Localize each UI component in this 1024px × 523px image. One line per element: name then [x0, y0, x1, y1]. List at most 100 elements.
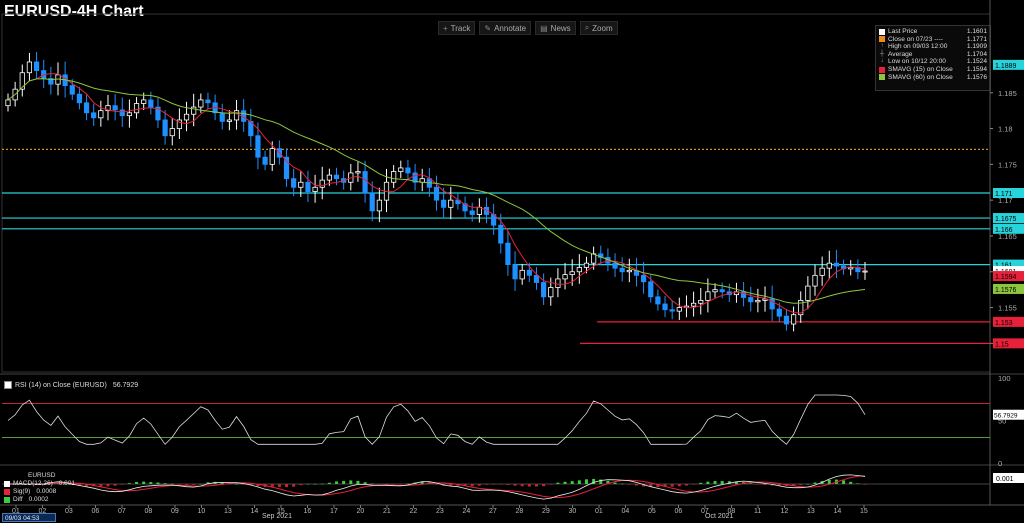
- x-tick-label: 02: [39, 508, 47, 515]
- candle-bear: [783, 315, 790, 325]
- legend-row: SMAVG (60) on Close 1.1576: [879, 74, 987, 82]
- y-tick-label: 1.155: [998, 304, 1017, 313]
- candle-bull: [848, 267, 854, 270]
- candle-bear: [205, 99, 211, 104]
- candle-bear: [619, 267, 625, 273]
- candle-bull: [26, 61, 33, 74]
- price-tag-label: 1.166: [995, 227, 1013, 234]
- x-tick-label: 10: [198, 508, 206, 515]
- rsi-label: RSI (14) on Close (EURUSD): [15, 381, 107, 389]
- rsi-value-tag-label: 56.7929: [994, 413, 1018, 420]
- macd-hist-bar: [677, 484, 681, 487]
- legend-value: 1.1909: [966, 43, 987, 51]
- macd-hist-bar: [199, 483, 203, 485]
- toolbar-track-button[interactable]: + Track: [438, 21, 476, 35]
- candle-bull: [191, 106, 197, 115]
- price-tag-label: 1.153: [995, 320, 1013, 327]
- candle-bear: [655, 296, 661, 305]
- macd-hist-bar: [799, 484, 803, 485]
- candle-bear: [512, 264, 518, 280]
- macd-hist-bar: [734, 481, 738, 484]
- candle-bull: [819, 267, 825, 276]
- toolbar-label: Zoom: [592, 23, 613, 33]
- legend-value: 1.1704: [966, 50, 987, 58]
- price-tag: [993, 59, 1024, 70]
- legend-value: 1.1594: [966, 65, 987, 73]
- macd-hist-bar: [277, 484, 281, 488]
- price-tag: [993, 223, 1024, 234]
- candle-bear: [91, 112, 97, 119]
- price-tag-label: 1.1576: [995, 287, 1017, 294]
- legend-label: Low on 10/12 20:00: [888, 58, 946, 66]
- macd-hist-bar: [135, 481, 139, 484]
- news-icon: ▤: [540, 23, 548, 33]
- legend-value: 1.1576: [966, 73, 987, 81]
- macd-hist-bar: [620, 483, 624, 485]
- y-tick-label: 1.18: [998, 125, 1013, 134]
- macd-hist-bar: [556, 482, 560, 484]
- month-label-oct: Oct 2021: [705, 513, 734, 520]
- candle-bull: [812, 274, 818, 287]
- candle-bear: [219, 112, 225, 122]
- x-tick-label: 07: [118, 508, 126, 515]
- macd-hist-bar: [613, 482, 617, 484]
- macd-value: 0.001: [58, 480, 76, 487]
- macd-legend-row: Diff 0.0002: [4, 496, 49, 503]
- candle-bear: [162, 119, 168, 137]
- candle-bear: [462, 203, 468, 212]
- x-tick-label: 06: [92, 508, 100, 515]
- candle-bear: [748, 297, 754, 303]
- candle-bear: [369, 192, 375, 212]
- macd-hist-bar: [499, 484, 503, 485]
- toolbar-label: Annotate: [494, 23, 527, 33]
- candle-bear: [262, 156, 268, 165]
- macd-hist-bar: [856, 483, 860, 485]
- macd-hist-bar: [527, 484, 531, 487]
- x-tick-label: 09: [171, 508, 179, 515]
- cursor-date-box: 09/03 04:53: [2, 513, 56, 522]
- candle-bear: [76, 93, 83, 104]
- candle-bull: [391, 171, 397, 183]
- macd-hist-bar: [813, 482, 817, 484]
- candle-bull: [576, 267, 582, 273]
- candle-bear: [69, 85, 75, 95]
- macd-value-tag: [993, 473, 1024, 483]
- x-tick-label: 27: [489, 508, 497, 515]
- legend-label: Last Price: [888, 28, 918, 35]
- candle-bull: [712, 289, 718, 293]
- macd-hist-bar: [256, 484, 260, 487]
- candle-bull: [198, 99, 204, 108]
- y-tick-label: 1.175: [998, 160, 1017, 169]
- macd-swatch: [4, 480, 10, 487]
- candle-bear: [469, 210, 475, 215]
- arrow-up-icon: ↑: [880, 43, 884, 50]
- toolbar-news-button[interactable]: ▤ News: [535, 21, 576, 35]
- legend-swatch: [879, 66, 885, 73]
- sma15-line: [21, 73, 866, 314]
- macd-swatch: [4, 496, 10, 503]
- macd-hist-bar: [185, 484, 189, 485]
- x-tick-label: 14: [834, 508, 842, 515]
- macd-hist-bar: [692, 484, 696, 485]
- macd-hist-bar: [192, 484, 196, 485]
- price-tag: [993, 338, 1024, 349]
- macd-hist-bar: [670, 484, 674, 487]
- toolbar-zoom-button[interactable]: ⌕ Zoom: [579, 21, 618, 35]
- macd-value: 0.0002: [28, 496, 49, 503]
- legend-row: ┼ Average 1.1704: [879, 51, 987, 59]
- macd-hist-bar: [406, 483, 410, 485]
- x-tick-label: 15: [860, 508, 868, 515]
- candle-bull: [141, 99, 147, 104]
- arrow-down-icon: ↓: [880, 58, 884, 65]
- legend-row: Last Price 1.1601: [879, 28, 987, 36]
- candle-bull: [790, 314, 797, 325]
- x-tick-label: 07: [701, 508, 709, 515]
- x-tick-label: 06: [675, 508, 683, 515]
- macd-hist-bar: [484, 484, 488, 485]
- macd-hist-bar: [285, 484, 289, 488]
- macd-hist-bar: [99, 484, 103, 487]
- macd-hist-bar: [463, 484, 467, 487]
- toolbar-annotate-button[interactable]: ✎ Annotate: [479, 21, 532, 35]
- macd-hist-bar: [520, 484, 524, 487]
